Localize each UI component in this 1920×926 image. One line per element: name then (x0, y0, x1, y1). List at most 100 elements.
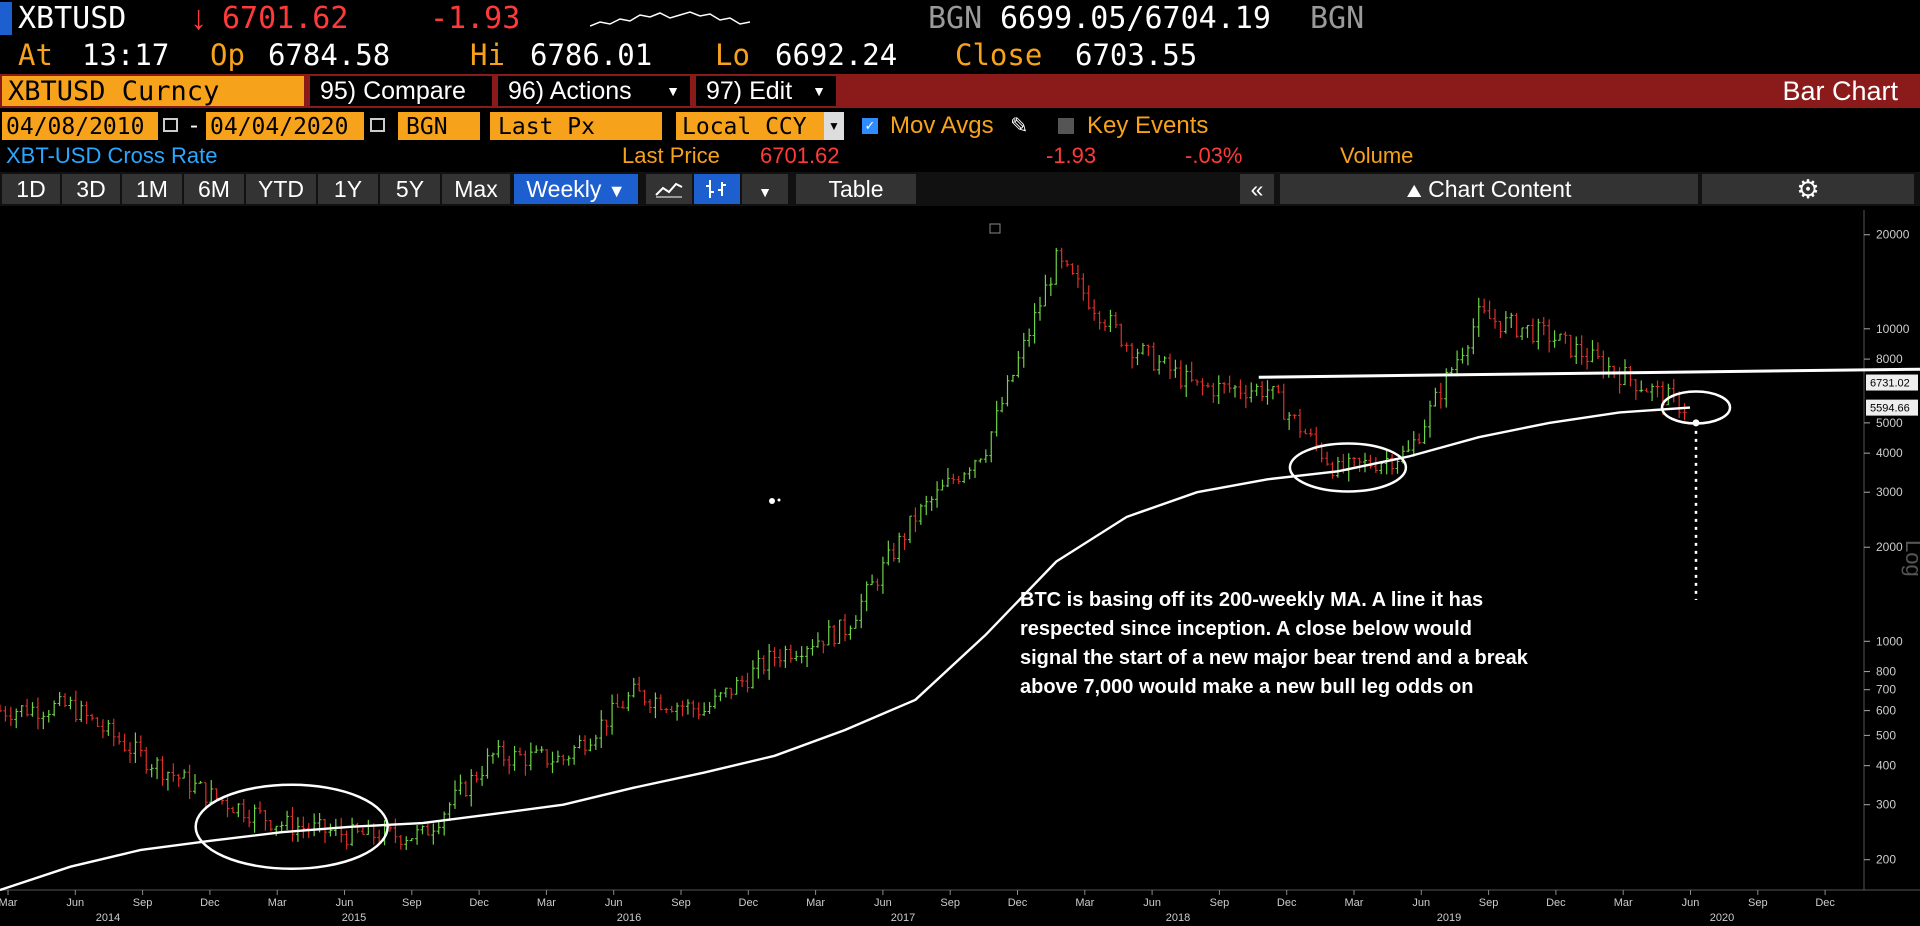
base-circle-2015 (194, 783, 389, 870)
chevron-down-icon: ▼ (758, 184, 772, 200)
chart-type-dropdown[interactable]: ▼ (742, 174, 788, 204)
chevron-down-icon: ▼ (666, 83, 680, 99)
y-tick-label: 4000 (1876, 446, 1903, 460)
tab-label: 1D (16, 176, 46, 202)
calendar-icon[interactable] (163, 118, 178, 132)
last-value-label: 6731.02 (1870, 378, 1910, 390)
compare-label: 95) Compare (320, 77, 466, 105)
tab-1y[interactable]: 1Y (318, 174, 378, 204)
chevron-down-icon: ▼ (828, 119, 840, 133)
moving-average (0, 406, 1691, 892)
x-tick-label: Mar (0, 897, 18, 909)
bar-chart-icon[interactable] (694, 174, 740, 204)
currency-value: Local CCY (682, 114, 807, 140)
change-info: -1.93 (1046, 143, 1097, 168)
x-tick-label: Jun (336, 897, 354, 909)
calendar-icon[interactable] (370, 118, 385, 132)
base-circle-2020 (1660, 390, 1732, 425)
y-tick-label: 800 (1876, 665, 1896, 679)
annotations-layer: BTC is basing off its 200-weekly MA. A l… (194, 223, 1920, 870)
x-tick-label: Dec (1815, 897, 1835, 909)
last-price-info: 6701.62 (760, 143, 840, 168)
settings-gear-icon[interactable]: ⚙ (1702, 174, 1914, 204)
quote-header: XBTUSD ↓ 6701.62 -1.93 BGN 6699.05/6704.… (0, 0, 1920, 74)
x-tick-label: Dec (1546, 897, 1566, 909)
currency-selector[interactable]: Local CCY (676, 112, 824, 140)
annotation-line: signal the start of a new major bear tre… (1020, 647, 1529, 669)
chart-toolbar-icon (989, 223, 1001, 234)
x-tick-label: Jun (1412, 897, 1430, 909)
x-tick-label: Sep (671, 897, 691, 909)
y-tick-label: 700 (1876, 683, 1896, 697)
base-circle-2018 (1288, 442, 1408, 493)
tab-6m[interactable]: 6M (184, 174, 244, 204)
mov-avgs-checkbox[interactable]: ✓ (862, 118, 878, 134)
y-tick-label: 1000 (1876, 634, 1903, 648)
resistance-line (1258, 367, 1920, 379)
x-tick-label: Dec (739, 897, 759, 909)
x-tick-label: Sep (1210, 897, 1230, 909)
price-bars (0, 247, 1687, 850)
x-tick-label: Dec (200, 897, 220, 909)
tab-label: YTD (258, 176, 304, 202)
tab-label: 5Y (395, 176, 425, 202)
x-year-label: 2018 (1166, 912, 1190, 924)
marker-dot (769, 498, 775, 504)
table-button[interactable]: Table (796, 174, 916, 204)
compare-button[interactable]: 95) Compare (310, 76, 492, 106)
y-tick-label: 10000 (1876, 322, 1910, 336)
tab-5y[interactable]: 5Y (380, 174, 440, 204)
line-chart-icon[interactable] (646, 174, 692, 204)
ticker-badge (0, 2, 12, 35)
annotation-line: respected since inception. A close below… (1020, 618, 1472, 640)
tab-ytd[interactable]: YTD (246, 174, 316, 204)
chevron-down-icon: ▼ (812, 83, 826, 99)
currency-dropdown-button[interactable]: ▼ (824, 112, 844, 140)
x-tick-label: Sep (133, 897, 153, 909)
x-axis: Mar Jun Sep Dec Mar Jun Sep Dec Mar Jun Sep Dec Mar J… (0, 889, 1920, 924)
end-date-field[interactable]: 04/04/2020 (206, 112, 364, 140)
close-value: 6703.55 (1075, 38, 1198, 72)
last-price-label: Last Price (622, 143, 720, 168)
start-date-field[interactable]: 04/08/2010 (2, 112, 158, 140)
tab-max[interactable]: Max (442, 174, 510, 204)
high-value: 6786.01 (530, 38, 653, 72)
y-tick-label: 3000 (1876, 485, 1903, 499)
tab-1d[interactable]: 1D (2, 174, 60, 204)
net-change: -1.93 (430, 1, 521, 36)
tab-3d[interactable]: 3D (62, 174, 120, 204)
y-tick-label: 2000 (1876, 540, 1903, 554)
period-dropdown[interactable]: Weekly ▼ (514, 174, 638, 204)
x-tick-label: Mar (268, 897, 287, 909)
low-label: Lo (715, 38, 750, 72)
end-date: 04/04/2020 (210, 114, 349, 140)
pencil-icon[interactable]: ✎ (1010, 113, 1029, 138)
down-arrow-icon: ↓ (190, 0, 207, 37)
field-selector[interactable]: Last Px (490, 112, 662, 140)
security-name: XBT-USD Cross Rate (6, 143, 218, 168)
chart-content-button[interactable]: ⛰ Chart Content (1280, 174, 1698, 204)
x-year-label: 2016 (617, 912, 641, 924)
ma-200-line (0, 406, 1691, 892)
x-tick-label: Dec (1277, 897, 1297, 909)
tab-1m[interactable]: 1M (122, 174, 182, 204)
mov-avgs-label: Mov Avgs (890, 112, 994, 139)
x-tick-label: Sep (1479, 897, 1499, 909)
page-title: Bar Chart (1782, 76, 1898, 106)
x-tick-label: Mar (1614, 897, 1633, 909)
key-events-checkbox[interactable] (1058, 118, 1074, 134)
source-field[interactable]: BGN (398, 112, 480, 140)
x-tick-label: Mar (1075, 897, 1094, 909)
y-tick-label: 500 (1876, 728, 1896, 742)
actions-button[interactable]: 96) Actions ▼ (498, 76, 690, 106)
ask-source: BGN (1310, 1, 1365, 36)
y-tick-label: 300 (1876, 798, 1896, 812)
edit-button[interactable]: 97) Edit ▼ (696, 76, 836, 106)
x-tick-label: Dec (1008, 897, 1028, 909)
collapse-button[interactable]: « (1240, 174, 1274, 204)
y-tick-label: 8000 (1876, 352, 1903, 366)
tab-label: 6M (198, 176, 230, 202)
x-tick-label: Sep (402, 897, 422, 909)
security-field[interactable]: XBTUSD Curncy (2, 76, 304, 107)
period-tabs-bar: 1D 3D 1M 6M YTD 1Y 5Y Max Weekly ▼ ▼ Tab… (0, 172, 1920, 206)
